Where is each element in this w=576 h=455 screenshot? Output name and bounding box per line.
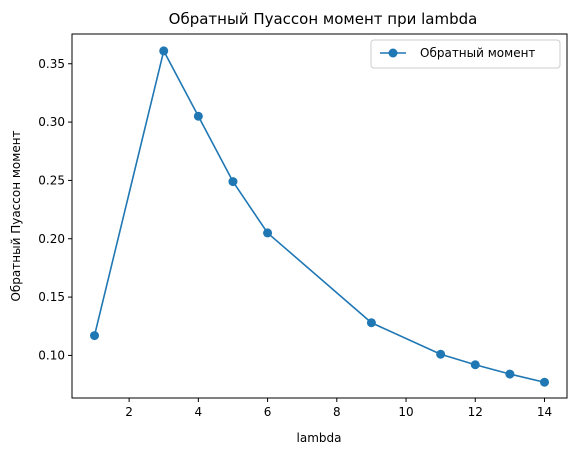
legend-series-marker	[388, 48, 398, 58]
x-axis: 2 4 6 8 10 12 14	[125, 398, 552, 419]
y-tick-label: 0.25	[38, 173, 65, 187]
y-tick-label: 0.10	[38, 348, 65, 362]
series-layer	[90, 46, 549, 387]
x-tick-label: 12	[468, 405, 483, 419]
data-point	[505, 369, 515, 379]
legend: Обратный момент	[370, 39, 561, 69]
data-point	[90, 331, 99, 341]
data-point	[366, 318, 376, 328]
data-point	[228, 177, 238, 187]
data-point	[470, 360, 480, 370]
data-point	[540, 377, 549, 387]
plot-frame	[71, 33, 568, 399]
x-tick-label: 4	[195, 405, 203, 419]
x-tick-label: 10	[398, 405, 413, 419]
chart-title: Обратный Пуассон момент при lambda	[169, 10, 478, 28]
x-axis-label: lambda	[297, 431, 342, 445]
y-tick-label: 0.35	[38, 57, 65, 71]
y-tick-label: 0.20	[38, 232, 65, 246]
data-point	[436, 349, 446, 359]
y-tick-label: 0.30	[38, 115, 65, 129]
x-tick-label: 14	[537, 405, 552, 419]
legend-series-name: Обратный момент	[420, 46, 535, 60]
legend-box	[370, 39, 561, 69]
y-axis: 0.10 0.15 0.20 0.25 0.30 0.35	[38, 57, 72, 362]
data-point	[159, 46, 169, 56]
y-tick-label: 0.15	[38, 290, 65, 304]
y-axis-label: Обратный Пуассон момент	[9, 130, 23, 301]
data-point	[263, 228, 273, 238]
plot-area	[71, 33, 568, 399]
series-line	[93, 50, 545, 384]
x-tick-label: 2	[125, 405, 133, 419]
data-point	[193, 111, 203, 121]
x-tick-label: 6	[264, 405, 272, 419]
x-tick-label: 8	[333, 405, 341, 419]
